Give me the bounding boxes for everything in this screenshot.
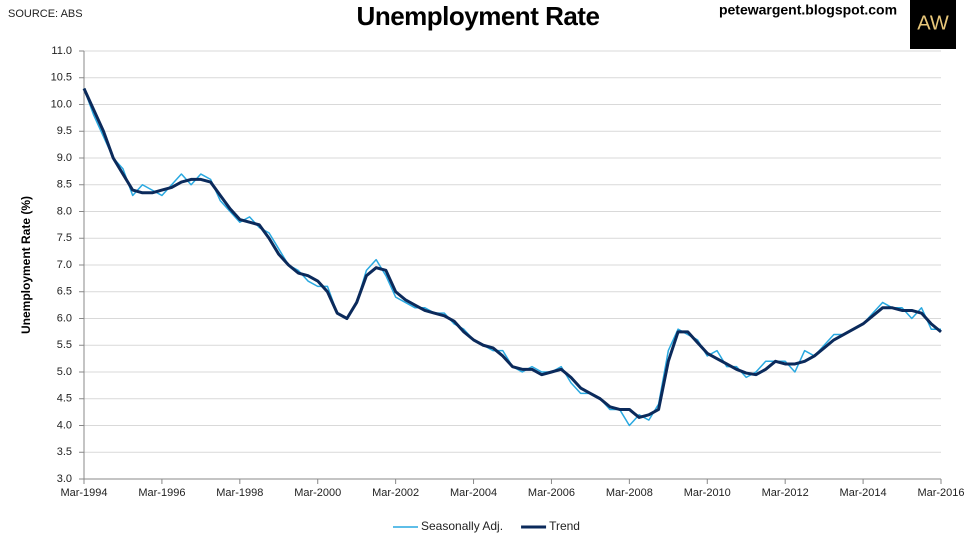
x-tick-label: Mar-2012 (762, 487, 809, 499)
y-tick-label: 6.5 (57, 286, 72, 298)
x-tick-label: Mar-2002 (372, 487, 419, 499)
legend-label: Seasonally Adj. (421, 519, 503, 533)
y-tick-label: 11.0 (51, 45, 72, 57)
legend-label: Trend (549, 519, 580, 533)
y-tick-label: 8.0 (57, 205, 72, 217)
y-tick-label: 3.5 (57, 446, 72, 458)
y-tick-label: 10.0 (51, 98, 72, 110)
y-tick-label: 7.5 (57, 232, 72, 244)
y-tick-label: 3.0 (57, 473, 72, 485)
x-tick-label: Mar-2016 (917, 487, 964, 499)
website: petewargent.blogspot.com (719, 2, 897, 18)
x-tick-label: Mar-1998 (216, 487, 263, 499)
y-tick-label: 9.0 (57, 152, 72, 164)
line-series (82, 87, 942, 419)
y-tick-label: 5.0 (57, 366, 72, 378)
x-tick-label: Mar-2000 (294, 487, 341, 499)
x-tick-label: Mar-2008 (606, 487, 653, 499)
x-tick-label: Mar-2010 (684, 487, 731, 499)
logo-box (910, 0, 956, 49)
y-tick-label: 8.5 (57, 179, 72, 191)
x-tick-label: Mar-2014 (840, 487, 887, 499)
y-tick-label: 5.5 (57, 339, 72, 351)
x-tick-label: Mar-1994 (60, 487, 107, 499)
chart-title: Unemployment Rate (357, 1, 600, 31)
y-tick-label: 4.0 (57, 419, 72, 431)
logo: AW (917, 12, 949, 34)
x-tick-label: Mar-2004 (450, 487, 497, 499)
y-tick-label: 6.0 (57, 312, 72, 324)
y-tick-label: 10.5 (51, 72, 72, 84)
y-tick-label: 7.0 (57, 259, 72, 271)
y-tick-label: 4.5 (57, 393, 72, 405)
y-axis-label: Unemployment Rate (%) (19, 196, 33, 334)
x-tick-label: Mar-2006 (528, 487, 575, 499)
source: SOURCE: ABS (8, 8, 83, 20)
y-tick-label: 9.5 (57, 125, 72, 137)
x-tick-label: Mar-1996 (138, 487, 185, 499)
